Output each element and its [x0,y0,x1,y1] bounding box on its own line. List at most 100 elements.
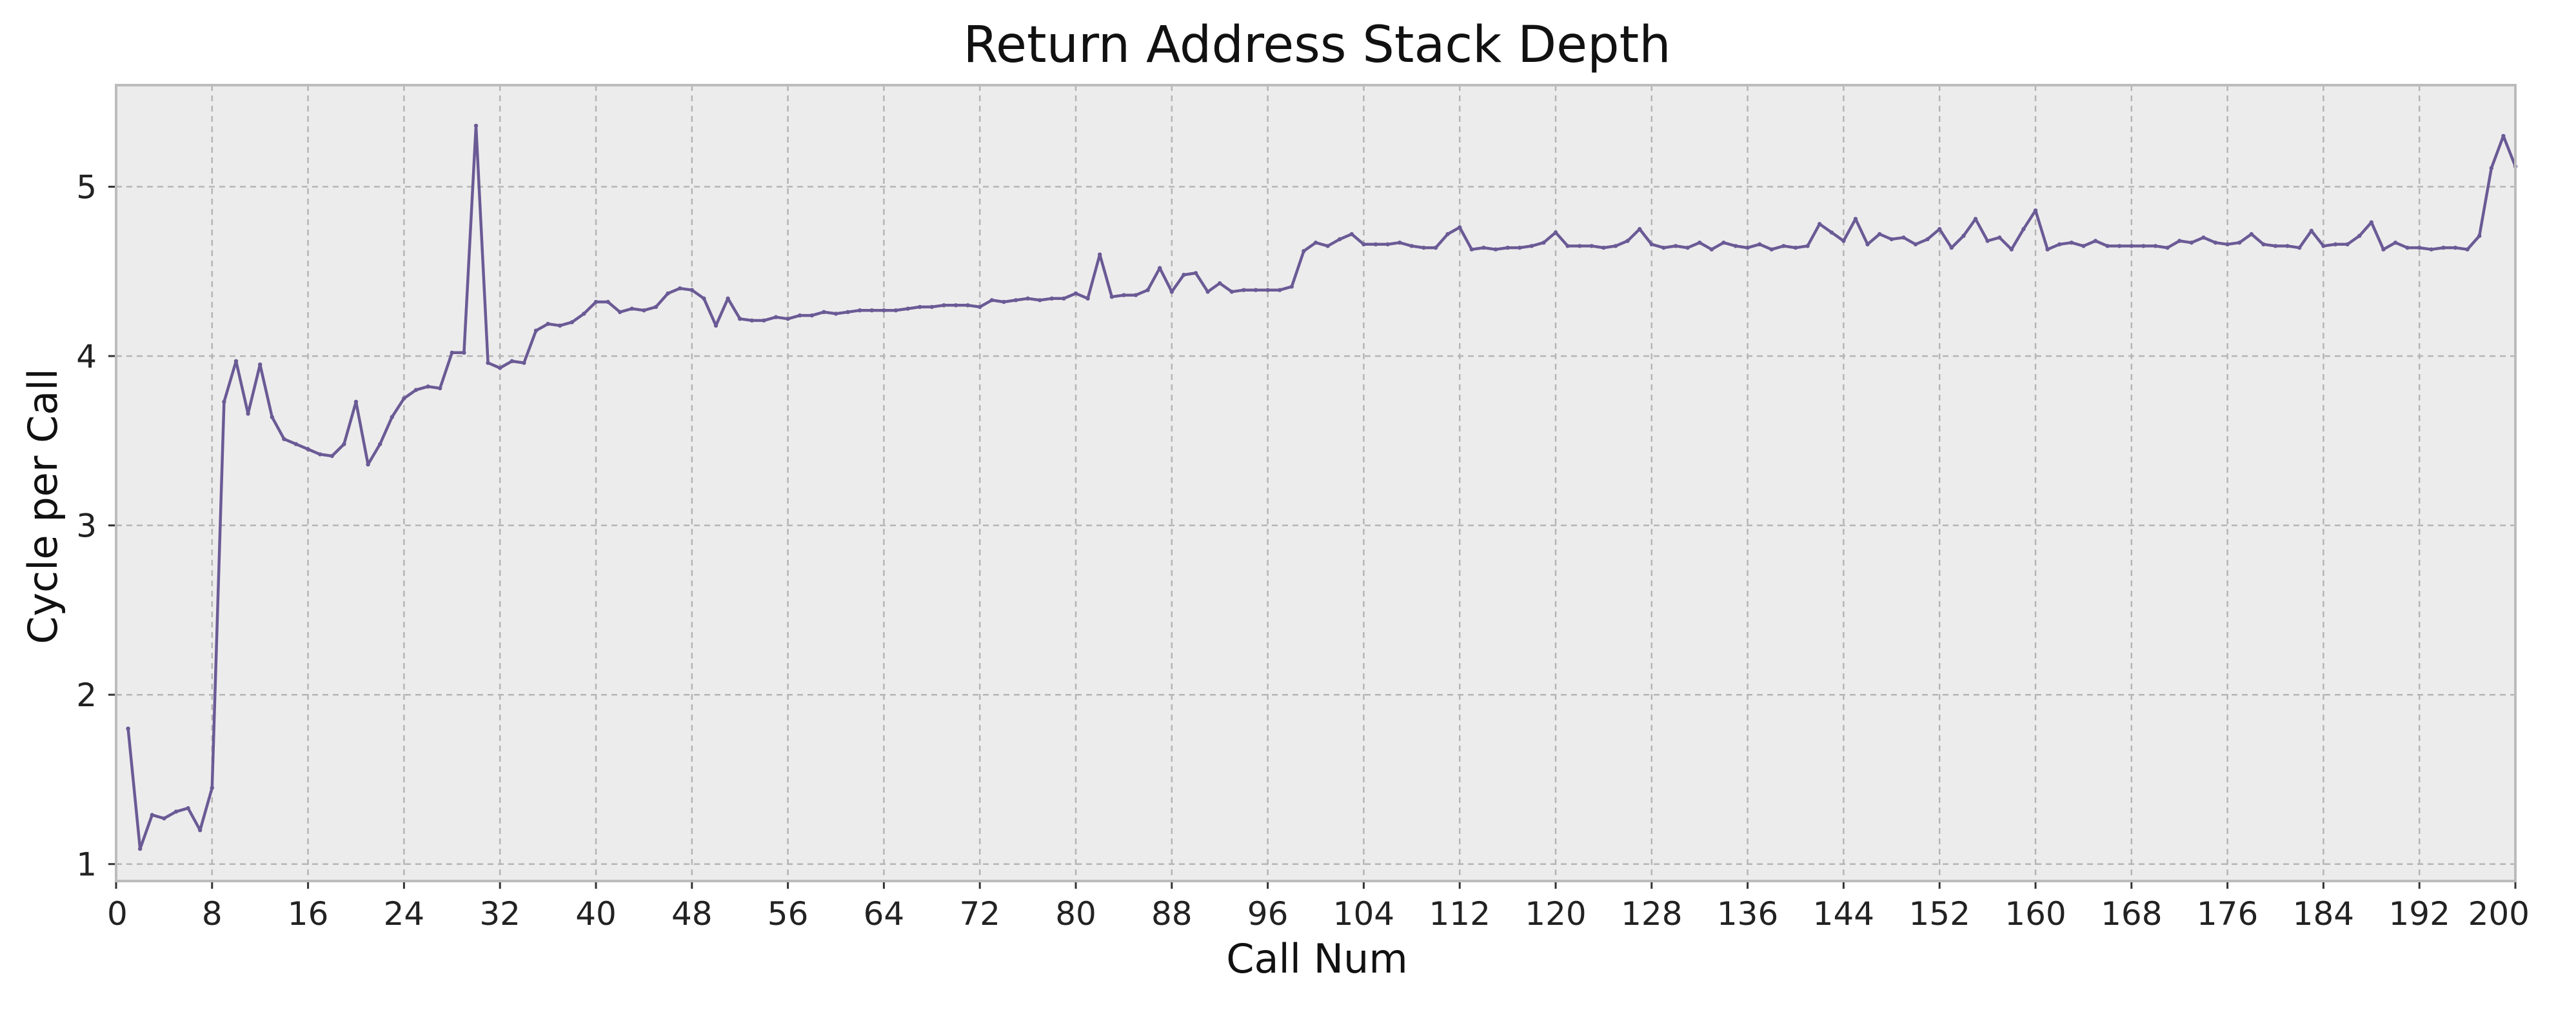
data-point [1649,242,1654,246]
plot-frame [115,84,2517,882]
data-point [2465,247,2470,252]
data-point [1265,288,1270,292]
data-point [2189,241,2194,245]
data-point [1865,242,1870,246]
data-point [1829,230,1834,235]
data-point [342,442,346,446]
data-point [1098,252,1102,257]
data-point [1721,241,1726,245]
data-point [390,415,394,419]
data-point [1997,235,2002,240]
data-point [270,415,274,419]
data-point [222,399,226,404]
data-point [1913,242,1918,246]
data-point [1925,237,1930,242]
axis-ticks: 0 8 16 24 32 40 48 56 64 72 80 88 96 104 112 120 128 136 1… [76,169,2530,933]
x-axis-label: Call Num [1226,935,1408,982]
data-point [2237,241,2242,245]
data-point [786,317,790,321]
y-tick-label: 4 [76,338,97,375]
data-point [666,291,670,296]
data-point [2345,242,2350,246]
data-point [1745,245,1750,250]
data-point [1338,237,1342,242]
data-point [1949,245,1954,250]
data-point [653,304,659,310]
data-point [558,323,562,328]
data-point [966,303,970,308]
data-point [893,308,898,313]
data-point [1398,241,1402,245]
data-point [1133,293,1138,297]
data-point [1733,244,1738,248]
data-point [809,313,815,318]
data-point [1013,298,1018,302]
x-tick-label: 112 [1429,895,1490,933]
data-point [1362,242,1366,246]
y-tick-label: 2 [76,677,97,714]
data-point [1769,247,1774,252]
data-point [1109,295,1115,299]
data-point [1422,245,1426,250]
x-tick-label: 120 [1525,895,1586,933]
y-axis-label: Cycle per Call [19,368,66,644]
x-tick-label: 80 [1055,895,1096,933]
data-point [473,123,479,128]
data-point [426,384,430,389]
data-point [2129,244,2134,248]
data-point [1085,296,1090,301]
data-point [282,437,286,441]
data-point [2045,247,2050,252]
y-tick-label: 5 [76,169,97,206]
data-point [906,306,910,311]
data-point [498,366,502,370]
data-point [2477,233,2482,238]
data-point [198,828,203,833]
data-point [186,806,190,811]
data-point [2393,241,2398,245]
data-point [1302,249,1306,253]
data-point [593,299,599,304]
data-point [2297,245,2302,250]
data-point [246,411,250,416]
data-point [1878,232,1882,237]
data-point [762,318,766,323]
data-point [438,386,442,391]
data-point [1278,288,1282,292]
data-point [2117,244,2122,248]
data-point [150,813,154,817]
data-point [1529,244,1534,248]
data-point [2453,245,2458,250]
data-point [293,442,299,446]
data-point [533,328,539,333]
data-point [1578,244,1582,248]
data-point [1038,298,1042,302]
data-point [1049,296,1055,301]
data-point [1565,244,1570,248]
data-point [1373,242,1378,246]
data-point [882,308,886,313]
data-point [1062,296,1066,301]
x-tick-label: 96 [1247,895,1289,933]
x-tick-label: 168 [2101,895,2162,933]
data-point [2153,244,2158,248]
data-point [570,320,574,324]
x-tick-label: 8 [202,895,223,933]
x-tick-label: 160 [2005,895,2066,933]
data-point [1445,232,1450,237]
data-point [2285,244,2290,248]
data-point [1229,290,1234,294]
data-point [1289,284,1294,289]
data-point [2105,244,2110,248]
x-tick-label: 40 [575,895,617,933]
data-point [1409,244,1414,248]
data-point [702,296,706,301]
data-point [726,296,730,301]
data-point [1169,290,1174,294]
data-point [1242,288,1246,292]
x-tick-label: 176 [2197,895,2258,933]
data-point [162,816,166,821]
data-point [1818,222,1822,226]
data-point [1661,245,1666,250]
x-tick-label: 104 [1333,895,1394,933]
